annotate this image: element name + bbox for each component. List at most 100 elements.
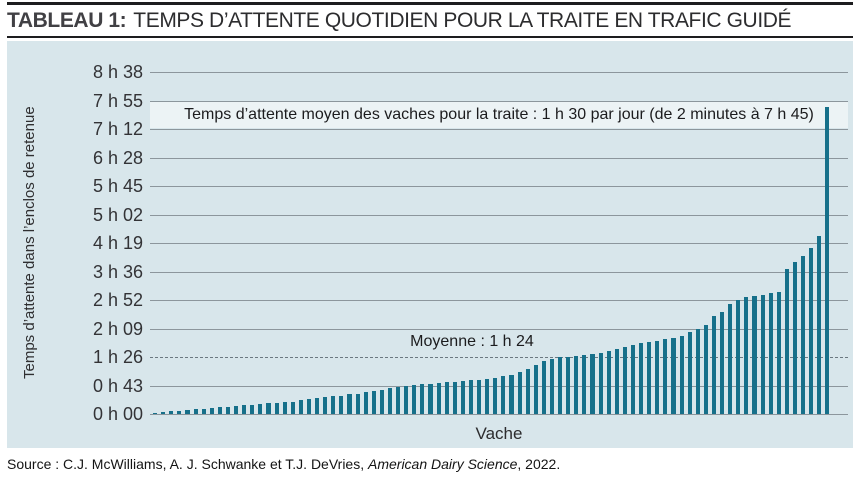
bar	[760, 294, 765, 414]
bar	[274, 402, 279, 414]
bar	[744, 297, 749, 414]
bar	[363, 392, 368, 414]
bar	[533, 365, 538, 414]
figure-header: TABLEAU 1: TEMPS D’ATTENTE QUOTIDIEN POUR…	[7, 6, 853, 35]
bar	[396, 386, 401, 414]
bar	[201, 408, 206, 414]
y-tick-label: 4 h 19	[92, 233, 143, 253]
bar	[169, 411, 174, 414]
bar	[209, 408, 214, 414]
figure-title: TEMPS D’ATTENTE QUOTIDIEN POUR LA TRAITE…	[133, 9, 792, 32]
bar	[671, 338, 676, 414]
bar	[347, 394, 352, 414]
source-prefix: Source : C.J. McWilliams, A. J. Schwanke…	[7, 456, 368, 472]
bar	[217, 407, 222, 414]
bar	[193, 409, 198, 414]
gridline	[150, 328, 848, 330]
bar	[428, 383, 433, 414]
bar	[509, 375, 514, 414]
bar	[614, 348, 619, 414]
bar	[412, 384, 417, 414]
y-tick-label: 7 h 55	[92, 90, 143, 111]
bar	[541, 361, 546, 414]
bar	[290, 401, 295, 414]
bar	[485, 379, 490, 414]
bar	[663, 339, 668, 414]
bar	[776, 291, 781, 414]
source-suffix: , 2022.	[517, 456, 561, 472]
bar	[234, 406, 239, 414]
bar	[452, 381, 457, 414]
bar	[752, 295, 757, 414]
bar	[315, 397, 320, 414]
bar	[598, 352, 603, 414]
y-tick-label: 8 h 38	[92, 62, 143, 82]
y-tick-label: 0 h 00	[92, 404, 143, 424]
y-tick-label: 5 h 45	[92, 176, 143, 196]
bar	[574, 355, 579, 414]
bar	[784, 268, 789, 414]
bar	[379, 389, 384, 414]
bar	[825, 107, 830, 414]
annotation-band: Temps d’attente moyen des vaches pour la…	[150, 102, 848, 128]
y-tick-label: 0 h 43	[92, 375, 143, 396]
bar	[817, 235, 822, 414]
source-line: Source : C.J. McWilliams, A. J. Schwanke…	[7, 456, 560, 472]
bar	[323, 396, 328, 414]
bar	[695, 328, 700, 414]
bar	[711, 315, 717, 414]
bar	[809, 247, 814, 414]
y-tick-label: 7 h 12	[92, 119, 143, 139]
mean-gridline	[150, 357, 848, 358]
gridline	[150, 186, 848, 187]
bar	[801, 255, 806, 414]
bar	[525, 369, 530, 414]
bar	[339, 395, 344, 414]
bar	[266, 403, 271, 414]
bar	[460, 381, 465, 414]
bars-container	[150, 72, 848, 414]
bar	[331, 396, 336, 414]
y-tick-label: 2 h 52	[92, 290, 143, 310]
bar	[639, 343, 644, 414]
gridline	[150, 214, 848, 216]
gridline	[150, 72, 848, 73]
bar	[242, 405, 247, 414]
chart-panel: Temps d’attente dans l’enclos de retenue…	[7, 41, 853, 448]
bar	[622, 346, 627, 414]
y-tick-label: 1 h 26	[92, 347, 143, 367]
bar	[720, 311, 725, 414]
top-rule	[7, 2, 853, 5]
bar	[258, 404, 263, 414]
bar	[387, 388, 393, 414]
bar	[306, 398, 312, 414]
bar	[468, 380, 474, 414]
y-tick-label: 5 h 02	[92, 204, 143, 225]
gridline	[150, 385, 848, 387]
bar	[606, 350, 611, 414]
bar	[655, 340, 660, 414]
bar	[679, 336, 684, 414]
y-tick-label: 2 h 09	[92, 318, 143, 339]
gridline	[150, 300, 848, 301]
bar	[225, 406, 231, 414]
gridline	[150, 243, 848, 244]
y-tick-label: 3 h 36	[92, 261, 143, 282]
y-tick-labels: 8 h 38 7 h 55 7 h 12 6 h 28 5 h 45 5 h 02 4 h …	[39, 62, 143, 424]
bar	[501, 376, 506, 414]
bar	[647, 342, 652, 414]
gridline	[150, 100, 848, 102]
bar	[250, 404, 255, 414]
bar	[420, 384, 425, 414]
x-axis-label: Vache	[475, 424, 523, 443]
bar	[558, 357, 563, 414]
plot-area: Temps d’attente moyen des vaches pour la…	[150, 72, 848, 415]
gridline	[150, 157, 848, 159]
bar	[355, 393, 360, 414]
y-tick-label: 6 h 28	[92, 147, 143, 168]
gridline	[150, 414, 848, 415]
bar	[566, 356, 571, 414]
table-number-label: TABLEAU 1:	[7, 9, 127, 32]
bar	[436, 383, 441, 414]
bar	[177, 410, 182, 414]
